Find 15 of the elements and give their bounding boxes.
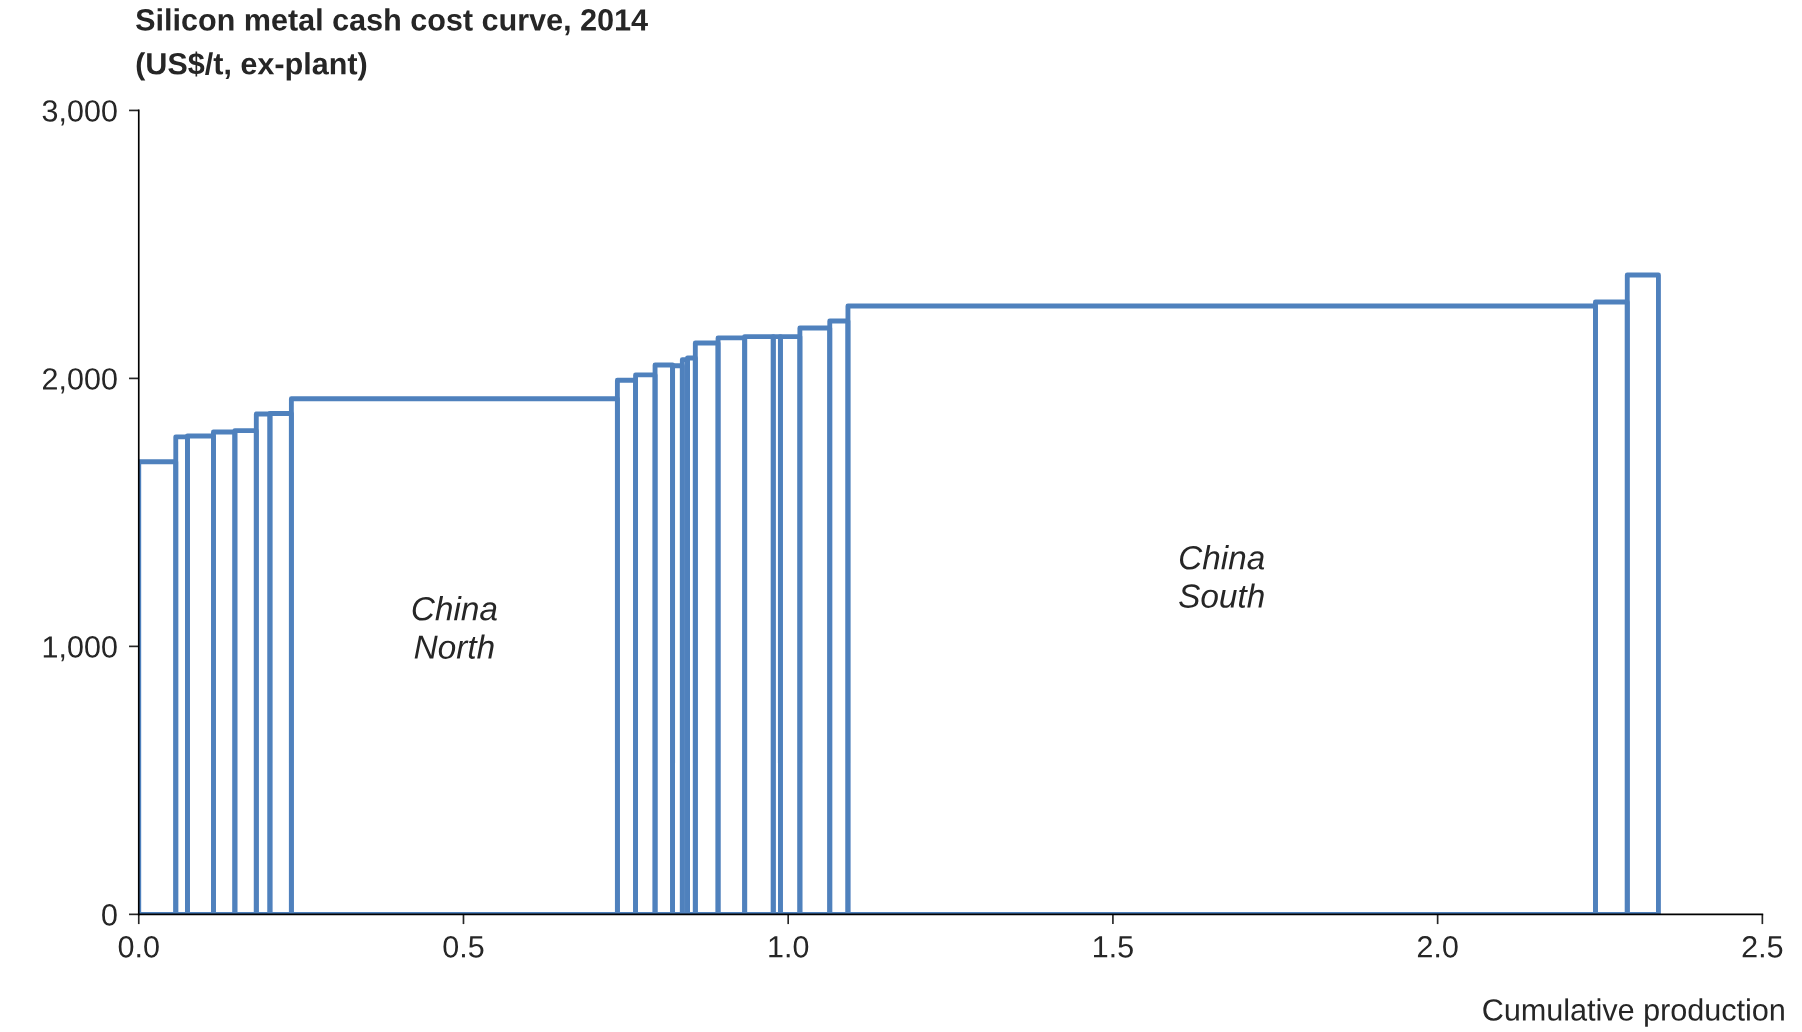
y-tick-label: 3,000	[42, 100, 117, 126]
x-tick-label: 1.0	[769, 935, 809, 958]
chart-title: Silicon metal cash cost curve, 2014	[136, 8, 648, 36]
annotation: China North	[412, 596, 497, 659]
x-tick-label: 0.5	[443, 935, 484, 958]
y-tick-label: 1,000	[43, 636, 117, 662]
x-tick-label: 1.5	[1094, 936, 1133, 958]
x-tick-label: 2.0	[1417, 935, 1458, 958]
annotation: China South	[1179, 545, 1265, 608]
chart-subtitle: (US$/t, ex-plant)	[136, 51, 367, 81]
x-axis-title: Cumulative production	[1483, 998, 1784, 1027]
y-tick-label: 0	[102, 904, 117, 926]
x-tick-label: 2.5	[1742, 935, 1783, 958]
y-tick-label: 2,000	[43, 368, 117, 394]
x-tick-label: 0.0	[118, 935, 159, 958]
